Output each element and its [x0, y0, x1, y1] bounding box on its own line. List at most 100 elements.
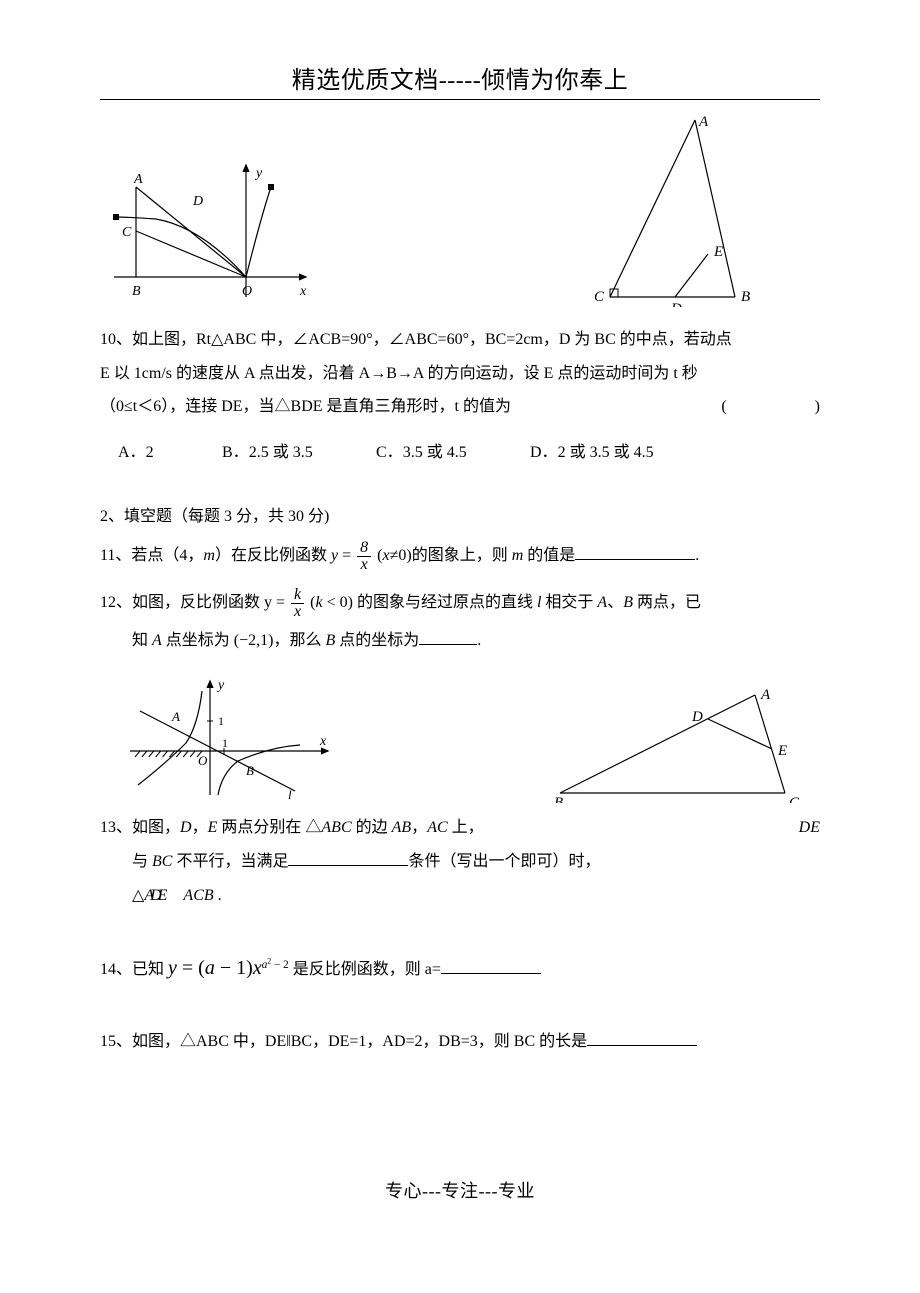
opt-b-text: 2.5 或 3.5 [249, 438, 313, 462]
q14-exp-minus: − 2 [271, 959, 289, 971]
svg-text:A: A [133, 172, 143, 187]
q13-ABC: ABC [321, 819, 351, 836]
q11-blank [575, 543, 695, 560]
q12-num: k [291, 587, 304, 604]
opt-c-label: C． [376, 438, 403, 462]
q11-mid4: 的值是 [523, 547, 575, 564]
q13-line1: 13、如图，D，E 两点分别在 △ABC 的边 AB，AC 上， DE [100, 813, 820, 843]
opt-a-label: A． [118, 438, 146, 462]
q11-m2: m [512, 547, 524, 564]
q13-ADE2: ADE [144, 887, 163, 904]
svg-text:D: D [691, 709, 703, 725]
q11-pre: 11、若点（4， [100, 547, 203, 564]
q14-m1: − 1) [215, 957, 253, 979]
q12-B: B [623, 594, 633, 611]
figure-right-wrap: ACBDE [580, 112, 760, 307]
opt-b-label: B． [222, 438, 249, 462]
q14-exp: a2 − 2 [262, 959, 289, 971]
q13-l2mid: 不平行，当满足 [172, 853, 288, 870]
q12-B2: B [325, 632, 335, 649]
q14-mid: 是反比例函数，则 a= [289, 961, 441, 978]
q12-l2tail: 点的坐标为 [335, 632, 419, 649]
q14-eq: = ( [177, 957, 205, 979]
opt-b: B．2.5 或 3.5 [222, 438, 372, 462]
q12-l2pre: 知 [132, 632, 152, 649]
q13-D: D [180, 819, 192, 836]
svg-text:x: x [299, 284, 307, 299]
figure-q12-left-wrap: xyO11lAB [120, 673, 340, 803]
q14-y: y [168, 957, 177, 979]
figure-row-mid: xyO11lAB BCADE [100, 673, 820, 803]
svg-text:E: E [713, 244, 723, 260]
svg-text:l: l [288, 787, 292, 802]
q12-lt0: < 0) [323, 594, 357, 611]
triangle-de-diagram-icon: BCADE [550, 683, 810, 803]
svg-text:1: 1 [218, 714, 224, 728]
q12-pre: 12、如图，反比例函数 y = [100, 594, 289, 611]
q13-tail1: 上， [448, 819, 484, 836]
q12-tail: . [477, 632, 481, 649]
q13-l2pre: 与 [132, 853, 152, 870]
q13-l2tail: 条件（写出一个即可）时， [408, 853, 600, 870]
q13-line2: 与 BC 不平行，当满足条件（写出一个即可）时， [100, 847, 820, 877]
svg-text:y: y [216, 678, 225, 693]
q13-l3mid [163, 887, 183, 904]
q10-line3-text: （0≤t＜6），连接 DE，当△BDE 是直角三角形时，t 的值为 [100, 398, 511, 415]
q10-options: A．2 B．2.5 或 3.5 C．3.5 或 4.5 D．2 或 3.5 或 … [100, 438, 820, 462]
q12-A: A [597, 594, 607, 611]
q14-pre: 14、已知 [100, 961, 168, 978]
opt-d-text: 2 或 3.5 或 4.5 [558, 438, 654, 462]
svg-text:A: A [171, 709, 180, 724]
q12-k: k [315, 594, 322, 611]
svg-text:B: B [246, 763, 254, 778]
figure-q12-right-wrap: BCADE [550, 683, 810, 803]
q11-den: x [357, 557, 371, 573]
svg-text:D: D [192, 194, 203, 209]
q13-c1: ， [192, 819, 208, 836]
opt-d: D．2 或 3.5 或 4.5 [530, 438, 654, 462]
q15-blank [587, 1029, 697, 1046]
q12-mid2: 相交于 [541, 594, 597, 611]
svg-text:D: D [670, 301, 682, 307]
triangle-diagram-icon: ACBDE [580, 112, 760, 307]
opt-d-label: D． [530, 438, 558, 462]
header-rule [100, 99, 820, 100]
q12-mid3: 两点，已 [633, 594, 701, 611]
q12-l2mid: 点坐标为 (−2,1)，那么 [162, 632, 326, 649]
svg-text:B: B [132, 284, 141, 299]
section-2-title: 2、填空题（每题 3 分，共 30 分) [100, 502, 820, 526]
q12-line1: 12、如图，反比例函数 y = kx (k < 0) 的图象与经过原点的直线 l… [100, 587, 820, 620]
q14-a: a [205, 957, 215, 979]
axes-diagram-icon: xyOABCD [106, 157, 316, 307]
q14: 14、已知 y = (a − 1)xa2 − 2 是反比例函数，则 a= [100, 950, 820, 987]
q11-tail: . [695, 547, 699, 564]
q12-dot1: 、 [607, 594, 623, 611]
q12-den: x [291, 604, 304, 620]
q13-E: E [208, 819, 218, 836]
svg-text:E: E [777, 743, 787, 759]
opt-a-text: 2 [146, 444, 154, 462]
q13-DE: DE [799, 813, 820, 843]
document-page: 精选优质文档-----倾情为你奉上 xyOABCD ACBDE 10、如上图，R… [0, 0, 920, 1243]
q11-frac: 8x [357, 540, 371, 573]
opt-c: C．3.5 或 4.5 [376, 438, 526, 462]
q13-l3tail: . [214, 887, 222, 904]
q10-line2: E 以 1cm/s 的速度从 A 点出发，沿着 A→B→A 的方向运动，设 E … [100, 359, 820, 389]
q13-c2: ， [411, 819, 427, 836]
paren-l: ( [721, 398, 726, 415]
svg-text:B: B [554, 795, 563, 803]
q15-text: 15、如图，△ABC 中，DE‖BC，DE=1，AD=2，DB=3，则 BC 的… [100, 1033, 587, 1050]
figure-left-wrap: xyOABCD [106, 157, 316, 307]
svg-text:A: A [760, 687, 771, 703]
page-footer: 专心---专注---专业 [100, 1177, 820, 1203]
svg-text:1: 1 [222, 736, 228, 750]
svg-text:C: C [122, 225, 132, 240]
q10-paren: ( ) [721, 392, 820, 422]
q12-line2: 知 A 点坐标为 (−2,1)，那么 B 点的坐标为. [100, 626, 820, 656]
q12-A2: A [152, 632, 162, 649]
q13-ACB2: ACB [183, 887, 213, 904]
svg-text:A: A [698, 114, 709, 130]
page-header-title: 精选优质文档-----倾情为你奉上 [100, 60, 820, 95]
paren-r: ) [815, 398, 820, 415]
q11-num: 8 [357, 540, 371, 557]
